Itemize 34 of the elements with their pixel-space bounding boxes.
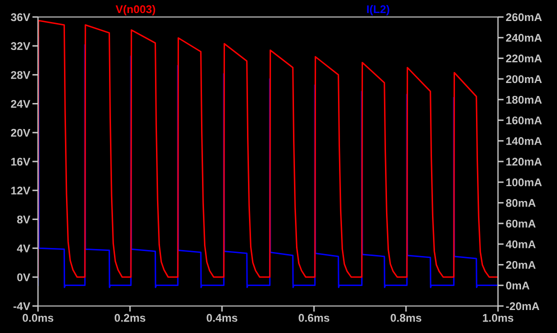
y2-tick-label: 20mA: [506, 260, 536, 269]
y2-tick-label: 60mA: [506, 220, 536, 228]
y-tick-label: 32V: [10, 42, 30, 50]
text: I(L2): [367, 4, 390, 16]
y-tick-label: 36V: [10, 13, 30, 22]
x-tick-label: 0.0ms: [22, 314, 54, 322]
y-tick-label: 12V: [11, 186, 30, 194]
x-tick-label: 1.0ms: [482, 314, 514, 322]
y-tick-label: 4V: [16, 244, 30, 252]
y2-tick-label: 80mA: [506, 199, 536, 207]
y2-tick-label: 100mA: [506, 178, 542, 186]
y2-tick-label: 40mA: [506, 240, 536, 248]
series-label: V(n003): [116, 4, 156, 16]
y2-tick-label: -20mA: [506, 302, 540, 310]
y2-tick-label: 200mA: [506, 75, 542, 84]
y-tick-label: 16V: [11, 158, 30, 166]
y2-tick-label: 220mA: [506, 54, 542, 62]
y-tick-label: -4V: [14, 302, 30, 310]
y-tick-label: 20V: [10, 128, 30, 137]
y-tick-label: 0V: [17, 273, 30, 282]
y2-tick-label: 140mA: [506, 137, 542, 145]
y2-tick-label: 180mA: [506, 96, 542, 104]
x-tick-label: 0.8ms: [390, 314, 422, 322]
y-tick-label: 28V: [10, 71, 30, 79]
y2-tick-label: 120mA: [506, 158, 542, 166]
y2-tick-label: 260mA: [506, 13, 542, 22]
x-tick-label: 0.4ms: [206, 314, 238, 322]
y-tick-label: 24V: [10, 100, 30, 108]
x-tick-label: 0.2ms: [114, 314, 146, 322]
x-tick-label: 0.6ms: [298, 314, 330, 322]
y-tick-label: 8V: [17, 216, 30, 224]
y2-tick-label: 0mA: [506, 282, 530, 290]
y2-tick-label: 160mA: [506, 116, 542, 124]
y2-tick-label: 240mA: [506, 34, 542, 42]
